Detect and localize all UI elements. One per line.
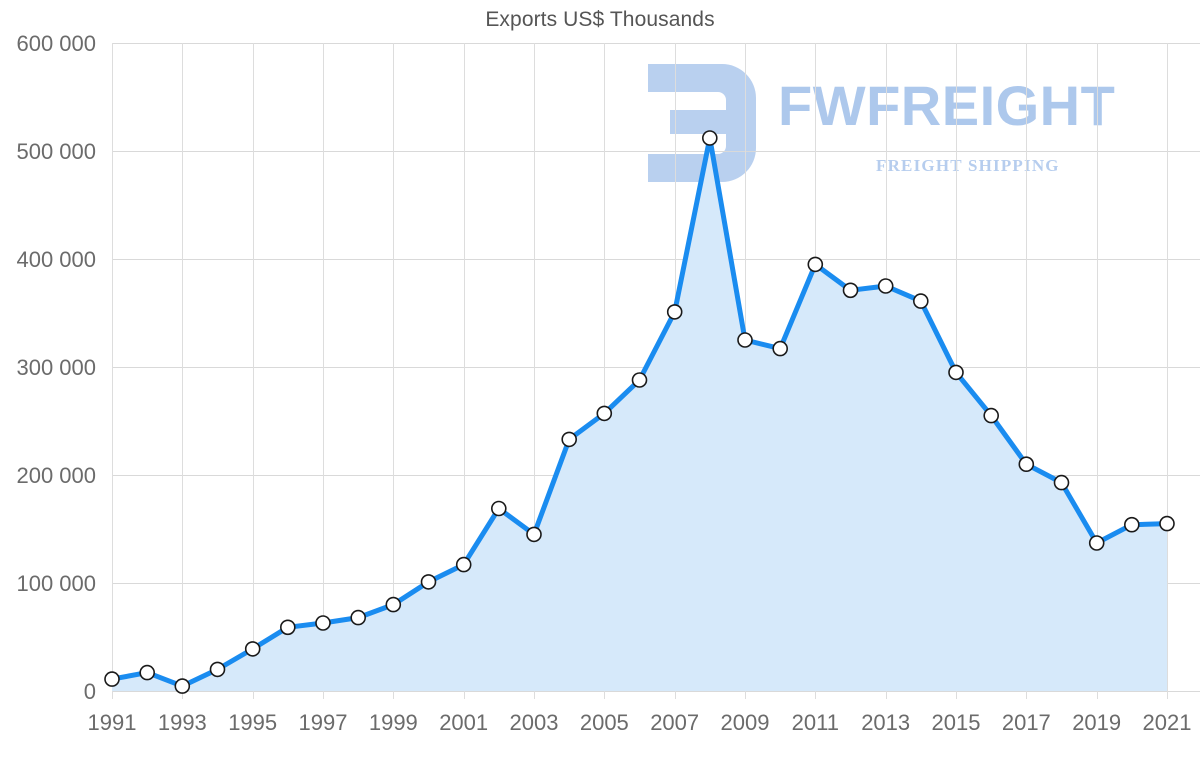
x-axis-tick-labels: 1991 1993 1995 1997 1999 2001 2003 2005 2007 2009…	[88, 710, 1192, 735]
data-point	[842, 282, 859, 299]
data-markers	[104, 130, 1175, 694]
x-axis-tick-label: 1999	[369, 710, 418, 735]
data-point	[1018, 456, 1035, 473]
x-axis-tick-label: 2003	[510, 710, 559, 735]
data-point	[350, 609, 367, 626]
data-point	[772, 340, 789, 357]
area-fill	[112, 138, 1167, 691]
data-point	[1088, 535, 1105, 551]
x-axis-tick-label: 2019	[1072, 710, 1121, 735]
x-axis-tick-label: 2001	[439, 710, 488, 735]
data-point	[561, 431, 578, 448]
data-point	[596, 405, 613, 422]
data-point	[912, 293, 929, 309]
y-axis-tick-label: 400 000	[16, 247, 96, 272]
x-axis-tick-label: 2007	[650, 710, 699, 735]
data-point	[1053, 474, 1070, 491]
data-point	[877, 278, 894, 294]
data-point	[315, 615, 331, 631]
data-point	[104, 671, 120, 687]
data-point	[1159, 515, 1175, 532]
data-point	[737, 332, 753, 348]
data-point	[174, 678, 191, 694]
data-point	[490, 500, 507, 517]
data-point	[666, 304, 683, 320]
x-axis-tick-label: 2017	[1002, 710, 1051, 735]
x-axis-tick-label: 1993	[158, 710, 207, 735]
x-axis-tick-label: 2009	[721, 710, 770, 735]
data-point	[983, 407, 1000, 424]
data-point	[807, 256, 824, 273]
data-point	[139, 664, 155, 681]
x-axis-tick-label: 2015	[932, 710, 981, 735]
data-point	[385, 596, 402, 613]
x-axis-tick-label: 1997	[299, 710, 348, 735]
data-point	[1124, 516, 1140, 533]
y-axis-tick-label: 500 000	[16, 139, 96, 164]
y-axis-tick-label: 600 000	[16, 31, 96, 56]
y-axis-tick-label: 100 000	[16, 571, 96, 596]
data-point	[279, 619, 296, 636]
chart-title: Exports US$ Thousands	[485, 8, 715, 31]
data-point	[455, 556, 472, 573]
data-point	[526, 526, 542, 543]
y-axis-tick-labels: 0 100 000 200 000 300 000 400 000 500 000 600 …	[16, 31, 96, 704]
x-axis-tick-label: 1995	[228, 710, 277, 735]
x-axis-tick-label: 1991	[88, 710, 137, 735]
data-point	[631, 372, 648, 388]
data-point	[701, 130, 718, 146]
x-axis-tick-label: 2011	[792, 710, 839, 735]
data-point	[948, 364, 964, 381]
x-axis-tick-label: 2021	[1143, 710, 1192, 735]
data-point	[420, 574, 437, 590]
x-axis-tick-label: 2005	[580, 710, 629, 735]
data-point	[209, 661, 226, 678]
y-axis-tick-label: 200 000	[16, 463, 96, 488]
y-axis-tick-label: 300 000	[16, 355, 96, 380]
y-axis-tick-label: 0	[84, 679, 96, 704]
x-axis-tick-label: 2013	[861, 710, 910, 735]
data-point	[244, 641, 261, 657]
